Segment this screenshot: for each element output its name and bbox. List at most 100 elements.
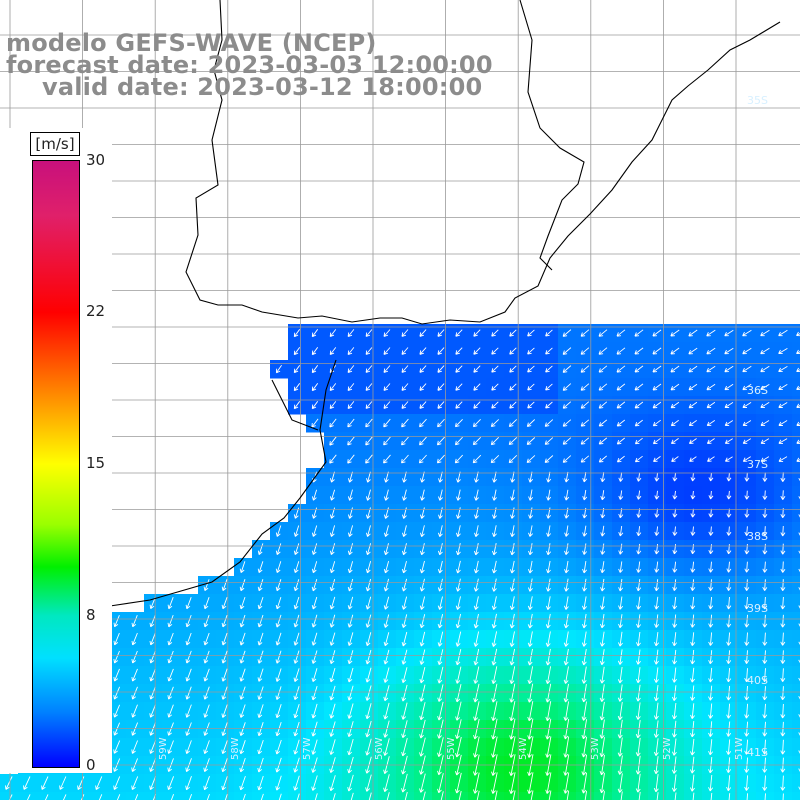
wind-arrow (670, 347, 680, 355)
wind-arrow (275, 543, 282, 555)
wind-arrow (185, 668, 192, 682)
wind-arrow (564, 471, 570, 483)
wind-arrow (113, 776, 121, 790)
wind-arrow (618, 543, 624, 555)
wind-arrow (383, 560, 390, 574)
wind-arrow (509, 383, 517, 391)
wind-arrow (563, 718, 570, 740)
wind-arrow (311, 418, 319, 428)
wind-arrow (44, 794, 49, 800)
wind-arrow (456, 471, 461, 483)
wind-arrow (598, 437, 608, 445)
wind-arrow (688, 438, 697, 444)
wind-arrow (545, 578, 551, 592)
wind-arrow (509, 596, 515, 611)
wind-arrow (581, 649, 587, 666)
wind-arrow (239, 579, 246, 592)
wind-arrow (491, 701, 498, 722)
wind-arrow (404, 791, 408, 800)
wind-arrow (365, 525, 371, 537)
wind-arrow (672, 472, 678, 482)
wind-arrow (473, 613, 479, 629)
wind-arrow (526, 455, 536, 464)
wind-arrow (473, 578, 479, 592)
wind-arrow (454, 418, 463, 428)
wind-arrow (566, 790, 570, 800)
wind-arrow (491, 613, 497, 629)
wind-arrow (311, 685, 318, 701)
wind-arrow (636, 472, 642, 482)
wind-arrow (206, 793, 210, 800)
lat-label: 41S (747, 746, 768, 759)
wind-arrow (221, 686, 228, 700)
wind-arrow (365, 614, 372, 628)
wind-arrow (760, 347, 770, 355)
wind-arrow (311, 329, 319, 338)
wind-arrow (780, 721, 786, 737)
wind-arrow (473, 683, 480, 703)
wind-arrow (113, 650, 120, 664)
wind-arrow (418, 454, 427, 464)
wind-speed-cell (504, 792, 523, 800)
wind-arrow (545, 347, 553, 355)
wind-arrow (544, 437, 554, 445)
wind-arrow (690, 685, 696, 701)
lat-label: 36S (747, 384, 768, 397)
wind-arrow (599, 649, 605, 666)
wind-arrow (472, 418, 481, 428)
wind-arrow (726, 703, 732, 719)
wind-arrow (167, 722, 174, 736)
wind-arrow (726, 739, 732, 755)
wind-arrow (778, 438, 788, 444)
wind-arrow (527, 578, 533, 592)
wind-arrow (185, 704, 192, 718)
wind-arrow (653, 667, 659, 683)
wind-arrow (762, 614, 768, 628)
lat-label: 40S (747, 674, 768, 687)
wind-arrow (329, 721, 336, 737)
wind-arrow (383, 685, 390, 702)
wind-arrow (710, 792, 713, 800)
wind-arrow (708, 685, 714, 701)
wind-arrow (652, 437, 661, 445)
wind-arrow (670, 401, 680, 409)
wind-arrow (708, 774, 714, 792)
wind-arrow (221, 650, 228, 664)
wind-arrow (672, 526, 678, 536)
wind-arrow (635, 702, 641, 720)
wind-arrow (690, 490, 696, 500)
wind-arrow (311, 525, 318, 537)
wind-arrow (347, 401, 355, 410)
wind-arrow (690, 508, 696, 518)
wind-arrow (437, 418, 445, 428)
wind-arrow (545, 613, 551, 629)
wind-arrow (419, 596, 426, 610)
wind-speed-cell (792, 630, 800, 649)
wind-arrow (780, 775, 786, 791)
wind-arrow (491, 347, 499, 355)
wind-arrow (527, 383, 535, 391)
wind-arrow (688, 347, 698, 355)
lon-label: 55W (446, 737, 457, 760)
wind-arrow (616, 455, 625, 463)
wind-arrow (598, 401, 608, 409)
wind-arrow (239, 775, 246, 791)
wind-arrow (185, 597, 192, 610)
wind-arrow (545, 718, 552, 740)
wind-arrow (618, 596, 624, 610)
wind-arrow (726, 650, 732, 664)
wind-arrow (545, 736, 552, 758)
wind-speed-cell (162, 792, 181, 800)
wind-arrow (778, 420, 788, 426)
wind-arrow (690, 596, 696, 610)
wind-arrow (690, 614, 696, 628)
wind-arrow (149, 722, 156, 736)
wind-arrow (656, 792, 659, 800)
wind-arrow (600, 543, 606, 555)
wind-arrow (527, 401, 535, 409)
wind-speed-cell (144, 792, 163, 800)
wind-arrow (544, 419, 554, 427)
wind-arrow (546, 560, 551, 574)
wind-arrow (796, 403, 800, 409)
wind-arrow (599, 719, 605, 739)
